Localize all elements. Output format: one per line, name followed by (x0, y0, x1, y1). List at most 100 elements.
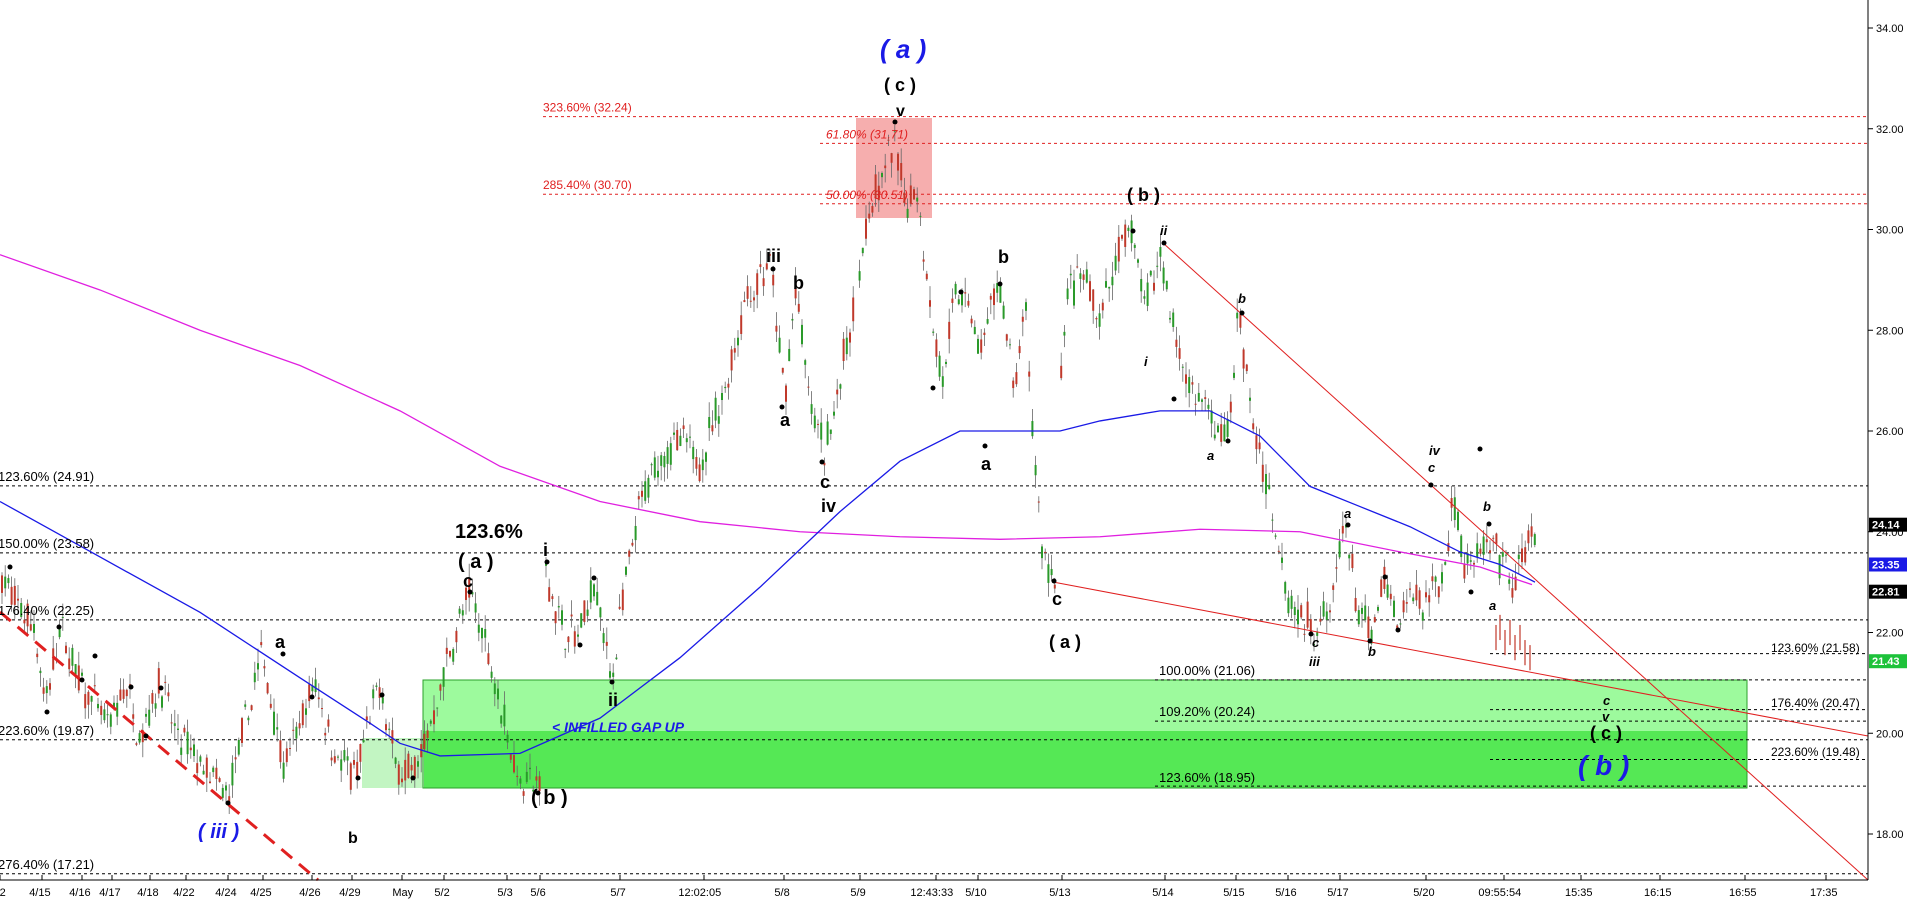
candle-body (1271, 519, 1274, 521)
candle-body (1188, 377, 1191, 394)
candle-body (372, 689, 375, 699)
candle-body (593, 584, 595, 597)
candle-body (74, 664, 77, 675)
candle-body (1460, 535, 1463, 558)
candle-body (1265, 474, 1267, 495)
wave-label: b (348, 830, 358, 847)
wave-label-italic: c (1312, 635, 1320, 650)
y-tick-label: 30.00 (1876, 225, 1904, 237)
candle-body (1082, 274, 1085, 280)
price-candles (1, 125, 1536, 815)
candle-body (397, 764, 400, 785)
candle-body (394, 757, 397, 764)
candle-body (1351, 553, 1354, 569)
y-tick-label: 20.00 (1876, 728, 1904, 740)
candle-body (1316, 632, 1319, 636)
candle-body (1533, 534, 1536, 545)
candle-body (970, 318, 973, 324)
candle-body (1332, 585, 1335, 590)
x-tick-label: 5/10 (965, 887, 986, 899)
candle-body (353, 760, 355, 765)
fib-label-left: 150.00% (23.58) (0, 536, 94, 551)
candle-body (465, 587, 467, 600)
candle-body (538, 776, 541, 792)
candle-body (1095, 318, 1098, 320)
candle-body (820, 422, 823, 440)
candle-body (177, 728, 179, 730)
candle-body (551, 596, 554, 600)
candle-body (1101, 302, 1104, 311)
x-tick-label: 4/22 (173, 887, 194, 899)
wave-label: c (820, 472, 830, 492)
candle-body (532, 789, 535, 792)
candle-body (1252, 423, 1255, 430)
candle-body (881, 172, 883, 178)
candle-body (87, 691, 90, 705)
candle-body (577, 634, 579, 637)
x-tick-label: 4/16 (69, 887, 90, 899)
candle-body (164, 681, 167, 683)
candle-body (858, 271, 861, 281)
wave-label: c (1052, 589, 1062, 609)
candle-body (212, 767, 215, 773)
candle-body (109, 714, 112, 727)
candle-body (1290, 595, 1293, 609)
candle-body (1393, 600, 1395, 617)
candle-body (1053, 584, 1056, 589)
candle-body (641, 490, 643, 497)
candle-body (775, 325, 778, 332)
candle-body (100, 705, 103, 715)
upper-trendline (1162, 242, 1869, 881)
candle-body (298, 723, 301, 729)
candle-body (1079, 273, 1082, 279)
candle-body (93, 685, 96, 687)
wave-label: 123.6% (455, 521, 523, 543)
candle-body (1191, 382, 1194, 385)
candle-body (957, 299, 960, 305)
candle-body (250, 705, 253, 711)
candle-body (669, 443, 672, 465)
candle-body (839, 384, 842, 389)
pivot-dot (44, 709, 50, 715)
candle-body (282, 762, 285, 779)
candle-body (167, 692, 170, 697)
pivot-dot (779, 404, 785, 410)
candle-body (186, 731, 189, 755)
candle-body (509, 754, 512, 760)
candle-body (781, 367, 784, 373)
candle-body (813, 415, 816, 429)
candle-body (455, 630, 458, 643)
candle-body (916, 197, 919, 202)
wave-label: ( a ) (1049, 632, 1081, 652)
candle-body (797, 303, 800, 312)
candle-body (29, 624, 32, 631)
y-tick-label: 18.00 (1876, 829, 1904, 841)
candle-body (23, 619, 26, 624)
candle-body (1204, 397, 1207, 400)
candle-body (1258, 442, 1261, 450)
candle-body (721, 392, 723, 401)
x-tick-label: 5/15 (1223, 887, 1244, 899)
pivot-dot (892, 119, 898, 125)
candle-body (1114, 255, 1117, 271)
candle-body (1479, 548, 1482, 554)
candle-body (1485, 539, 1488, 543)
candle-body (1402, 600, 1405, 613)
candle-body (1444, 562, 1447, 565)
candle-body (1197, 392, 1200, 402)
y-tick-label: 26.00 (1876, 426, 1904, 438)
pivot-dot (591, 575, 597, 581)
candle-body (929, 300, 931, 307)
candle-body (826, 421, 829, 445)
candle-body (573, 631, 576, 647)
candle-body (628, 550, 631, 557)
candle-body (308, 684, 311, 702)
candle-body (605, 641, 608, 646)
candle-body (196, 763, 199, 774)
pivot-dot (958, 289, 964, 295)
candle-body (228, 796, 231, 805)
pivot-dot (1382, 574, 1388, 580)
candle-body (679, 435, 682, 446)
x-tick-label: 4/15 (29, 887, 50, 899)
